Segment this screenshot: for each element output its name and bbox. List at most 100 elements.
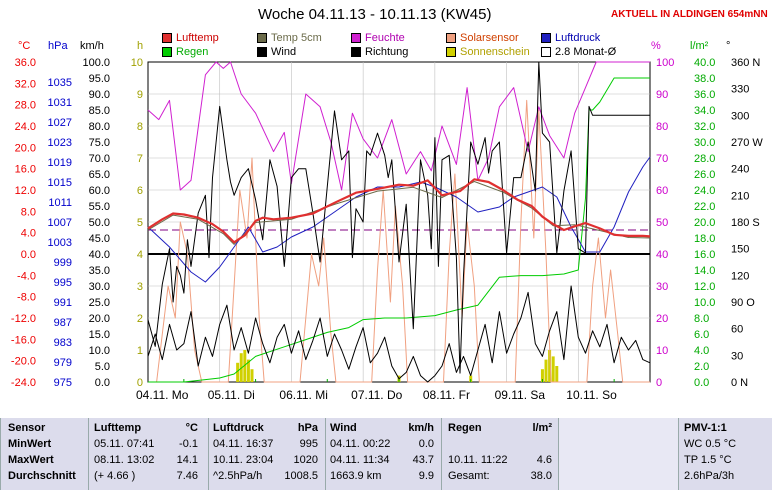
- wind-tick-label: 70.0: [89, 153, 110, 165]
- stats-temp-date: (+ 4.66 ): [94, 470, 136, 482]
- wind-tick-label: 5.0: [95, 361, 110, 373]
- pressure-tick-label: 975: [54, 377, 72, 389]
- stats-temp-val: -0.1: [179, 438, 198, 450]
- wind-tick-label: 40.0: [89, 249, 110, 261]
- rain-tick-label: 14.0: [694, 265, 715, 277]
- temp-tick-label: -24.0: [11, 377, 36, 389]
- temp-axis: 36.0 32.0 28.0 24.0 20.0 16.0 12.0 8.0 4.0 0.0 -4.…: [11, 57, 36, 389]
- legend-item: Temp 5cm: [257, 32, 322, 44]
- stats-label: MaxWert: [8, 454, 54, 466]
- wind-tick-label: 55.0: [89, 201, 110, 213]
- wind-unit: km/h: [80, 40, 104, 52]
- wind-tick-label: 35.0: [89, 265, 110, 277]
- sun-tick-label: 6: [137, 185, 143, 197]
- pressure-tick-label: 1031: [48, 97, 72, 109]
- humidity-unit: %: [651, 40, 661, 52]
- humidity-tick-label: 10: [656, 345, 668, 357]
- wind-tick-label: 50.0: [89, 217, 110, 229]
- legend-label: Luftdruck: [555, 32, 601, 44]
- rain-tick-label: 28.0: [694, 153, 715, 165]
- legend-item: Sonnenschein: [446, 46, 530, 58]
- stats-wind-val: 0.0: [418, 438, 434, 450]
- legend-item: Feuchte: [351, 32, 405, 44]
- rain-tick-label: 22.0: [694, 201, 715, 213]
- humidity-tick-label: 70: [656, 153, 668, 165]
- temp-tick-label: 8.0: [21, 206, 36, 218]
- stats-rain-panel: [441, 418, 559, 490]
- temp-tick-label: 12.0: [15, 185, 36, 197]
- legend-swatch: [162, 33, 172, 43]
- pressure-tick-label: 979: [54, 357, 72, 369]
- stats-temp-val: °C: [185, 422, 198, 434]
- wind-tick-label: 75.0: [89, 137, 110, 149]
- humidity-tick-label: 40: [656, 249, 668, 261]
- sunshine-bar: [243, 350, 247, 382]
- x-tick-label: 07.11. Do: [351, 388, 402, 402]
- stats-press-val: hPa: [297, 422, 318, 434]
- legend-swatch: [541, 47, 551, 57]
- x-tick-label: 06.11. Mi: [279, 388, 327, 402]
- temp-tick-label: -20.0: [11, 356, 36, 368]
- stats-temp-panel: [88, 418, 209, 490]
- direction-tick-label: 150: [731, 244, 749, 256]
- stats-pmv: TP 1.5 °C: [684, 454, 732, 466]
- sun-tick-label: 7: [137, 153, 143, 165]
- stats-temp-date: 08.11. 13:02: [94, 454, 155, 466]
- stats-wind-val: 9.9: [418, 470, 434, 482]
- temp-tick-label: 28.0: [15, 100, 36, 112]
- sunshine-bar: [250, 369, 254, 382]
- stats-rain-val: 38.0: [530, 470, 552, 482]
- wind-tick-label: 15.0: [89, 329, 110, 341]
- legend-swatch: [541, 33, 551, 43]
- sunshine-bar: [544, 359, 548, 382]
- pressure-tick-label: 995: [54, 277, 72, 289]
- stats-pressure-panel: [208, 418, 326, 490]
- wind-tick-label: 10.0: [89, 345, 110, 357]
- wind-tick-label: 30.0: [89, 281, 110, 293]
- humidity-tick-label: 80: [656, 121, 668, 133]
- pressure-tick-label: 1007: [48, 217, 72, 229]
- stats-pmv: 2.6hPa/3h: [684, 470, 735, 482]
- direction-tick-label: 90 O: [731, 297, 755, 309]
- stats-wind-val: km/h: [408, 422, 434, 434]
- wind-tick-label: 0.0: [95, 377, 110, 389]
- stats-wind-date: 1663.9 km: [330, 470, 382, 482]
- stats-temp-date: Lufttemp: [94, 422, 142, 434]
- x-tick-label: 05.11. Di: [208, 388, 255, 402]
- rain-tick-label: 0.0: [694, 377, 709, 389]
- legend-item: 2.8 Monat-Ø: [541, 46, 616, 58]
- pressure-tick-label: 999: [54, 257, 72, 269]
- sun-tick-label: 0: [137, 377, 143, 389]
- pressure-tick-label: 1003: [48, 237, 72, 249]
- rain-tick-label: 6.0: [694, 329, 709, 341]
- stats-pmv: WC 0.5 °C: [684, 438, 737, 450]
- pressure-tick-label: 1035: [48, 77, 72, 89]
- sunshine-bar: [551, 356, 555, 382]
- pressure-tick-label: 1011: [48, 197, 72, 209]
- sun-tick-label: 8: [137, 121, 143, 133]
- rain-tick-label: 36.0: [694, 89, 715, 101]
- temp-unit: °C: [18, 40, 31, 52]
- humidity-tick-label: 0: [656, 377, 662, 389]
- stats-pmv-panel: [678, 418, 772, 490]
- legend-swatch: [446, 47, 456, 57]
- x-tick-label: 08.11. Fr: [423, 388, 470, 402]
- temp-tick-label: -8.0: [17, 292, 36, 304]
- direction-unit: °: [726, 40, 731, 52]
- legend-item: Wind: [257, 46, 296, 58]
- stats-press-val: 1008.5: [284, 470, 318, 482]
- station-label: AKTUELL IN ALDINGEN 654mNN: [611, 9, 768, 20]
- direction-tick-label: 180 S: [731, 217, 760, 229]
- rain-tick-label: 30.0: [694, 137, 715, 149]
- pressure-tick-label: 983: [54, 337, 72, 349]
- legend-label: 2.8 Monat-Ø: [555, 46, 617, 58]
- rain-tick-label: 8.0: [694, 313, 709, 325]
- stats-rain-val: 4.6: [536, 454, 552, 466]
- wind-tick-label: 95.0: [89, 73, 110, 85]
- wind-tick-label: 60.0: [89, 185, 110, 197]
- sunshine-bar: [555, 366, 559, 382]
- rain-tick-label: 38.0: [694, 73, 715, 85]
- direction-tick-label: 120: [731, 270, 749, 282]
- rain-tick-label: 34.0: [694, 105, 715, 117]
